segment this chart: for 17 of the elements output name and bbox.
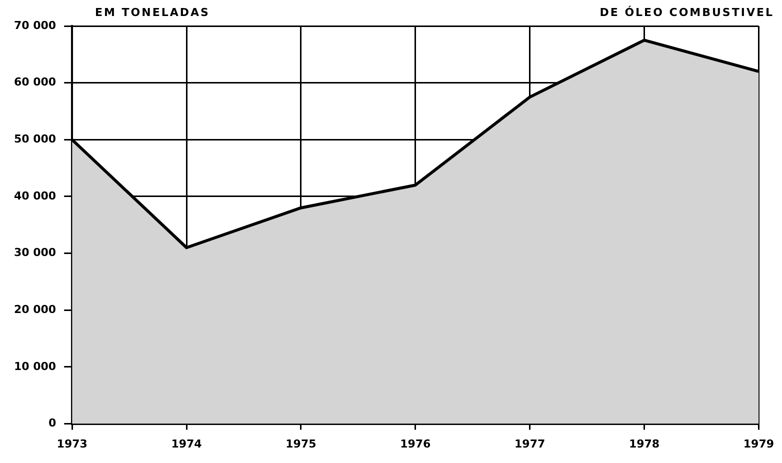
y-tick-label: 10 000 bbox=[14, 360, 56, 373]
x-tick-label: 1974 bbox=[171, 437, 202, 450]
x-tick-label: 1973 bbox=[56, 437, 88, 450]
x-tick-label: 1979 bbox=[743, 437, 774, 450]
x-tick-label: 1977 bbox=[514, 437, 546, 450]
x-tick-label: 1975 bbox=[286, 437, 316, 450]
y-tick-label: 0 bbox=[48, 416, 56, 430]
y-tick-label: 40 000 bbox=[14, 189, 56, 202]
y-tick-label: 50 000 bbox=[14, 132, 56, 146]
y-tick-label: 70 000 bbox=[14, 18, 56, 32]
y-tick-label: 20 000 bbox=[14, 303, 56, 316]
x-tick-label: 1976 bbox=[400, 437, 432, 450]
y-tick-label: 30 000 bbox=[14, 246, 56, 260]
y-tick-label: 60 000 bbox=[14, 76, 56, 89]
y-axis-title: EM TONELADAS bbox=[95, 6, 210, 19]
x-tick-label: 1978 bbox=[628, 437, 660, 450]
chart-title: DE ÓLEO COMBUSTIVEL bbox=[600, 6, 774, 19]
